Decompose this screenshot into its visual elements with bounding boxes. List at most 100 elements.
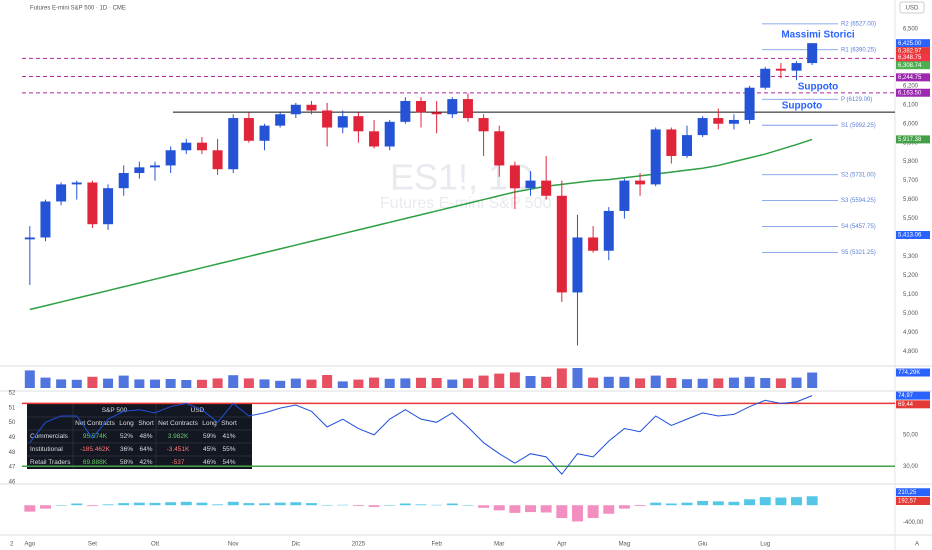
corner-label[interactable]: A xyxy=(915,542,919,548)
candle-body xyxy=(103,188,114,225)
price-tag-label: 6,244.75 xyxy=(898,75,922,81)
candle-body xyxy=(56,184,67,202)
macd-bar xyxy=(368,505,380,507)
candle-body xyxy=(243,118,254,141)
macd-bar xyxy=(603,505,615,514)
y-tick-label: -400,00 xyxy=(903,520,924,526)
price-tag-label: 192,57 xyxy=(898,499,917,505)
pivot-label: S5 (5321.25) xyxy=(841,250,876,256)
y-tick-label: 5,800 xyxy=(903,159,919,165)
macd-bar xyxy=(478,505,490,508)
macd-bar xyxy=(24,505,36,512)
x-tick-label: Feb xyxy=(431,542,442,548)
candle-body xyxy=(71,182,82,185)
corner-label[interactable]: 2 xyxy=(10,542,14,548)
table-cell: -537 xyxy=(171,459,184,466)
macd-bar xyxy=(728,501,740,506)
macd-bar xyxy=(650,502,662,506)
volume-bar xyxy=(118,375,129,388)
volume-bar xyxy=(71,379,82,388)
table-column-header: Net Contracts xyxy=(158,420,198,427)
pivot-label: S2 (5731.00) xyxy=(841,172,876,178)
volume-bar xyxy=(541,376,552,388)
y-tick-label: 5,500 xyxy=(903,216,919,222)
y-tick-label: 5,000 xyxy=(903,311,919,317)
left-axis-label: 52 xyxy=(9,391,16,397)
candle-body xyxy=(775,68,786,71)
candle-body xyxy=(697,118,708,136)
price-tag-label: 6,308.74 xyxy=(898,63,922,69)
price-tag xyxy=(896,73,930,82)
x-tick-label: Nov xyxy=(228,542,239,548)
macd-bar xyxy=(665,503,677,506)
volume-bar xyxy=(509,372,520,388)
volume-bar xyxy=(290,378,301,388)
currency[interactable]: USD xyxy=(906,6,919,12)
price-tag xyxy=(896,496,930,505)
macd-bar xyxy=(290,502,302,506)
volume-bar xyxy=(760,378,771,388)
macd-bar xyxy=(791,497,803,506)
macd-bar xyxy=(540,505,552,513)
currency-button[interactable] xyxy=(899,1,925,14)
candle-body xyxy=(728,119,739,124)
price-tag xyxy=(896,400,930,409)
volume-bar xyxy=(24,370,35,388)
price-tag xyxy=(896,39,930,48)
volume-bar xyxy=(103,378,114,388)
candle-body xyxy=(447,99,458,115)
macd-bar xyxy=(399,503,411,506)
y-tick-label: 4,800 xyxy=(903,349,919,355)
volume-bar xyxy=(775,378,786,388)
macd-bar xyxy=(133,502,145,506)
candle-body xyxy=(681,135,693,156)
x-tick-label: Set xyxy=(88,542,97,548)
macd-bar xyxy=(493,505,505,511)
price-tag-label: 5,413.06 xyxy=(898,233,922,239)
candle-body xyxy=(588,237,599,251)
candle-body xyxy=(462,99,473,119)
candle-body xyxy=(337,116,348,128)
volume-bar xyxy=(149,379,161,388)
macd-bar xyxy=(71,503,83,506)
price-tag-label: 6,425.00 xyxy=(898,41,922,47)
candle-body xyxy=(369,131,380,147)
table-column-header: Long xyxy=(119,420,134,427)
table-cell: 52% xyxy=(120,433,133,440)
rsi-line xyxy=(29,395,813,475)
left-axis-label: 48 xyxy=(9,450,16,456)
table-cell: 45% xyxy=(203,446,216,453)
pivot-label: S1 (5992.25) xyxy=(841,123,876,129)
volume-bar xyxy=(181,380,192,388)
macd-bar xyxy=(744,499,756,506)
volume-bar xyxy=(353,379,364,388)
price-tag xyxy=(896,230,930,239)
volume-bar xyxy=(196,379,207,388)
candle-body xyxy=(666,129,677,156)
macd-bar xyxy=(618,505,630,509)
macd-bar xyxy=(697,500,709,506)
candle-body xyxy=(40,201,51,238)
left-axis-label: 51 xyxy=(9,405,16,411)
macd-bar xyxy=(180,501,192,506)
table-group-header: USD xyxy=(191,407,205,414)
macd-bar xyxy=(446,503,458,506)
x-tick-label: Dic xyxy=(291,542,300,548)
volume-bar xyxy=(228,375,239,388)
volume-bar xyxy=(322,375,333,388)
volume-bar xyxy=(635,378,646,388)
y-tick-label: 50,00 xyxy=(903,432,919,438)
chart-title: Futures E-mini S&P 500 · 1D · CME xyxy=(30,6,126,12)
volume-bar xyxy=(275,380,286,388)
table-cell: Institutional xyxy=(30,446,63,453)
table-group-header: S&P 500 xyxy=(102,407,128,414)
table-cell: 41% xyxy=(222,433,235,440)
macd-bar xyxy=(196,502,208,506)
price-tag xyxy=(896,88,930,97)
y-tick-label: 6,200 xyxy=(903,83,919,89)
x-tick-label: Lug xyxy=(760,542,770,548)
volume-bar xyxy=(165,379,176,388)
volume-bar xyxy=(713,378,724,388)
volume-bar xyxy=(337,381,348,388)
